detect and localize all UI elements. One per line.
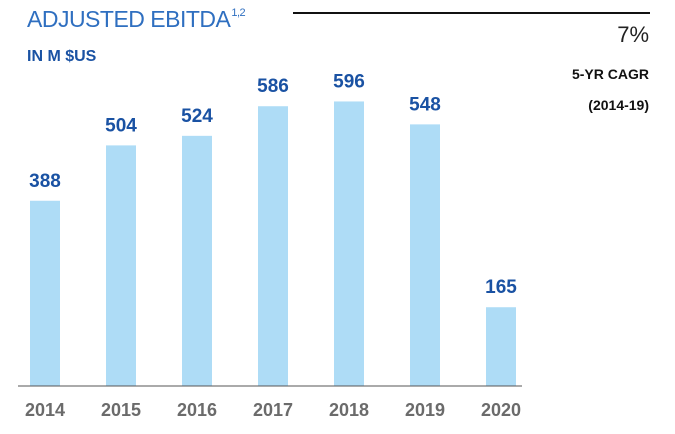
x-tick-2017: 2017 <box>253 400 293 420</box>
chart-title-text: ADJUSTED EBITDA <box>27 6 231 32</box>
x-tick-2014: 2014 <box>25 400 65 420</box>
bar-2017 <box>258 106 288 386</box>
value-label-2015: 504 <box>105 115 137 136</box>
x-tick-2019: 2019 <box>405 400 445 420</box>
bar-2019 <box>410 124 440 386</box>
bar-2018 <box>334 101 364 386</box>
unit-label: IN M $US <box>27 48 97 65</box>
value-label-2019: 548 <box>409 94 441 115</box>
title-footnote-marker: 1,2 <box>231 7 246 19</box>
x-tick-2018: 2018 <box>329 400 369 420</box>
cagr-label: 5-YR CAGR <box>571 66 649 82</box>
cagr-period: (2014-19) <box>588 97 649 113</box>
bar-2015 <box>106 145 136 386</box>
x-tick-2020: 2020 <box>481 400 521 420</box>
cagr-value: 7% <box>617 22 649 47</box>
bar-2016 <box>182 135 212 386</box>
value-label-2018: 596 <box>333 71 365 92</box>
value-label-2017: 586 <box>257 76 289 97</box>
x-tick-2016: 2016 <box>177 400 217 420</box>
value-label-2020: 165 <box>485 277 517 298</box>
value-label-2016: 524 <box>181 106 213 127</box>
bar-2014 <box>30 200 60 386</box>
bar-2020 <box>486 307 516 386</box>
chart-title: ADJUSTED EBITDA1,2 <box>27 6 246 33</box>
value-label-2014: 388 <box>29 171 61 192</box>
x-tick-2015: 2015 <box>101 400 141 420</box>
header-rule <box>293 12 650 14</box>
